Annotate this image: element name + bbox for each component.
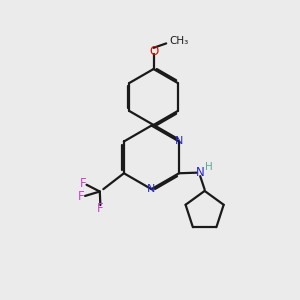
Text: O: O <box>149 45 158 58</box>
Text: F: F <box>80 177 87 190</box>
Text: N: N <box>147 184 156 194</box>
Text: N: N <box>175 136 183 146</box>
Text: N: N <box>196 166 205 179</box>
Text: H: H <box>205 162 213 172</box>
Text: CH₃: CH₃ <box>169 36 188 46</box>
Text: F: F <box>97 202 104 215</box>
Text: F: F <box>78 190 85 203</box>
